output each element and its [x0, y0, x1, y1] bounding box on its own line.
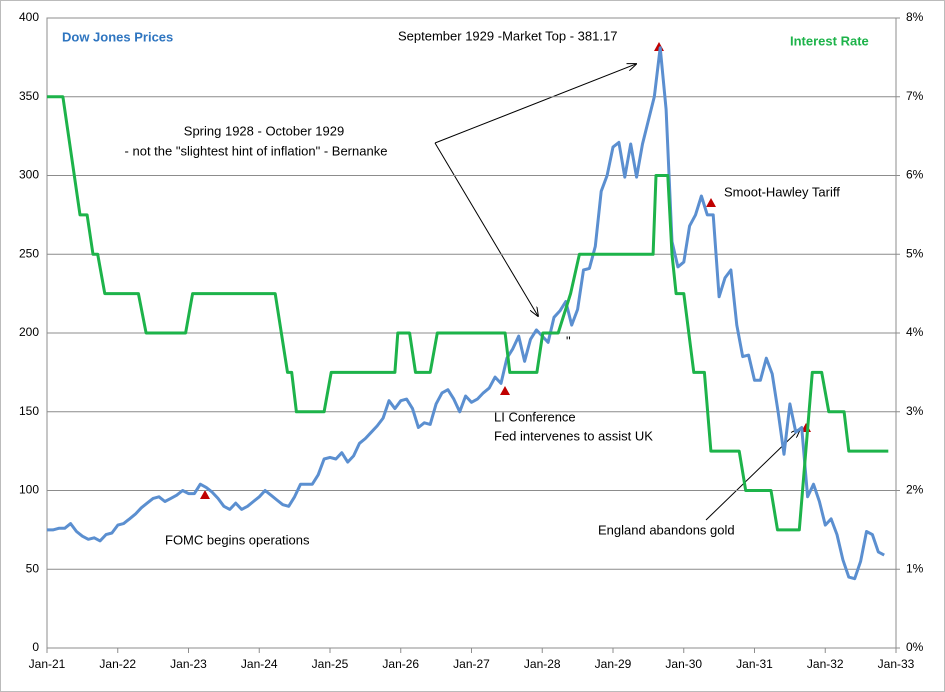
- y-tick-label: 350: [19, 89, 39, 103]
- y2-tick-label: 6%: [906, 168, 924, 182]
- y-tick-label: 250: [19, 246, 39, 260]
- series-label: Dow Jones Prices: [62, 29, 173, 44]
- x-tick-label: Jan-32: [807, 657, 844, 671]
- y2-tick-label: 0%: [906, 640, 924, 654]
- annotation: Fed intervenes to assist UK: [494, 428, 653, 443]
- series-line: [47, 46, 885, 581]
- y-tick-label: 0: [32, 640, 39, 654]
- annotation: - not the "slightest hint of inflation" …: [125, 143, 388, 158]
- y-tick-label: 200: [19, 325, 39, 339]
- x-tick-label: Jan-31: [736, 657, 773, 671]
- annotation: LI Conference: [494, 409, 576, 424]
- annotation: Spring 1928 - October 1929: [184, 123, 344, 138]
- y2-tick-label: 8%: [906, 10, 924, 24]
- y2-tick-label: 2%: [906, 483, 924, 497]
- y-tick-label: 300: [19, 168, 39, 182]
- x-tick-label: Jan-28: [524, 657, 561, 671]
- y2-tick-label: 1%: [906, 561, 924, 575]
- x-tick-label: Jan-27: [453, 657, 490, 671]
- annotation: Smoot-Hawley Tariff: [724, 184, 840, 199]
- x-tick-label: Jan-25: [312, 657, 349, 671]
- y-tick-label: 150: [19, 404, 39, 418]
- y2-tick-label: 4%: [906, 325, 924, 339]
- annotation: ": [566, 333, 571, 348]
- y2-tick-label: 5%: [906, 246, 924, 260]
- series-label: Interest Rate: [790, 33, 869, 48]
- x-tick-label: Jan-24: [241, 657, 278, 671]
- x-tick-label: Jan-29: [595, 657, 632, 671]
- x-tick-label: Jan-30: [665, 657, 702, 671]
- y2-tick-label: 7%: [906, 89, 924, 103]
- x-tick-label: Jan-33: [878, 657, 915, 671]
- x-tick-label: Jan-22: [99, 657, 136, 671]
- annotation: FOMC begins operations: [165, 532, 310, 547]
- annotation: September 1929 -Market Top - 381.17: [398, 28, 617, 43]
- y-tick-label: 100: [19, 483, 39, 497]
- series-line: [47, 95, 889, 532]
- x-tick-label: Jan-21: [29, 657, 66, 671]
- x-tick-label: Jan-23: [170, 657, 207, 671]
- y-tick-label: 400: [19, 10, 39, 24]
- annotation: England abandons gold: [598, 522, 735, 537]
- y-tick-label: 50: [26, 561, 40, 575]
- y2-tick-label: 3%: [906, 404, 924, 418]
- x-tick-label: Jan-26: [382, 657, 419, 671]
